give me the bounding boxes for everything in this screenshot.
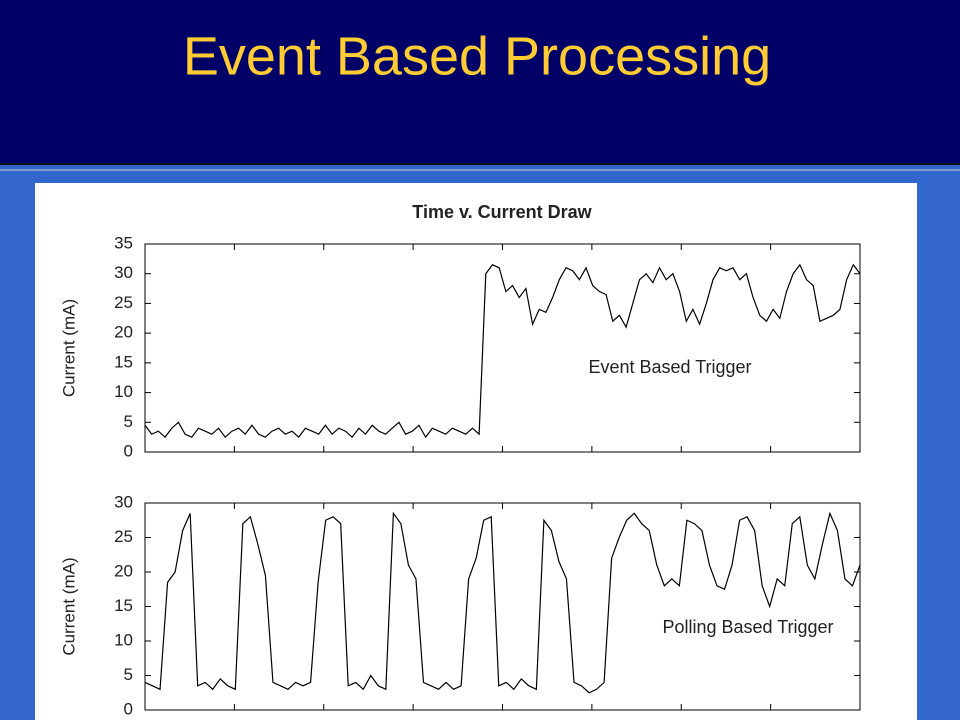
y-tick-label: 20 [114, 323, 133, 342]
data-line [144, 511, 861, 694]
chart-title: Time v. Current Draw [412, 202, 592, 222]
y-tick-label: 25 [114, 293, 133, 312]
y-tick-label: 35 [114, 233, 133, 252]
y-tick-label: 25 [114, 527, 133, 546]
annotation: Event Based Trigger [588, 357, 751, 377]
y-tick-label: 30 [114, 492, 133, 511]
y-axis-label: Current (mA) [59, 299, 78, 397]
y-tick-label: 15 [114, 352, 133, 371]
header-band [0, 0, 960, 163]
y-tick-label: 20 [114, 561, 133, 580]
y-tick-label: 10 [114, 630, 133, 649]
y-tick-label: 15 [114, 596, 133, 615]
y-axis-label: Current (mA) [59, 557, 78, 655]
annotation: Polling Based Trigger [662, 617, 833, 637]
y-tick-label: 30 [114, 263, 133, 282]
y-tick-label: 5 [124, 665, 133, 684]
data-line [144, 263, 861, 439]
y-tick-label: 0 [124, 441, 133, 460]
slide-title: Event Based Processing [183, 26, 771, 86]
y-tick-label: 5 [124, 412, 133, 431]
y-tick-label: 0 [124, 699, 133, 718]
y-tick-label: 10 [114, 382, 133, 401]
